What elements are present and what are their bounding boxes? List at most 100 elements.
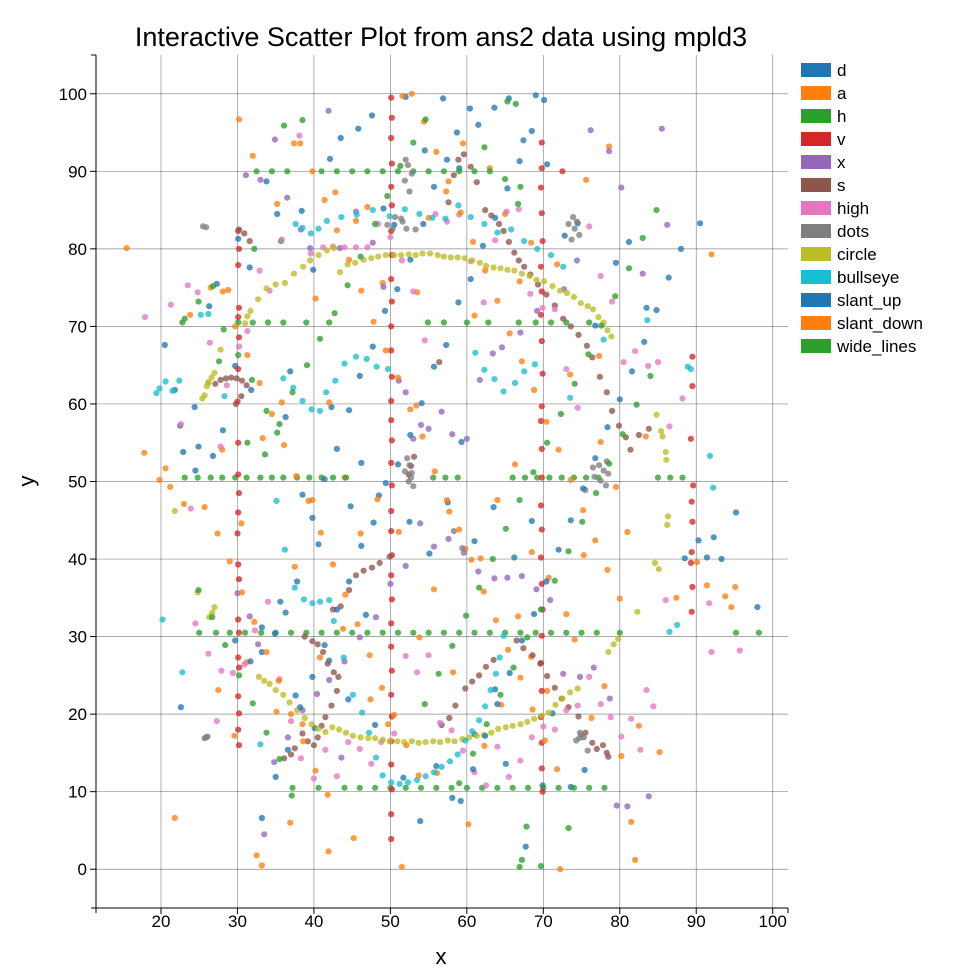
y-tick-label: 90	[68, 162, 87, 181]
data-point	[219, 288, 226, 295]
data-point	[401, 206, 408, 213]
data-point	[414, 669, 421, 676]
data-point	[491, 376, 498, 383]
data-point	[386, 213, 393, 220]
data-point	[384, 193, 391, 200]
data-point	[364, 629, 371, 636]
data-point	[471, 629, 478, 636]
data-point	[486, 168, 493, 175]
data-point	[192, 467, 199, 474]
data-point	[208, 374, 215, 381]
data-point	[238, 589, 246, 596]
data-point	[573, 257, 581, 264]
data-point	[526, 272, 533, 280]
data-point	[463, 784, 470, 791]
data-point	[505, 646, 512, 653]
data-point	[502, 760, 509, 767]
data-point	[592, 455, 599, 462]
data-point	[528, 517, 535, 525]
legend-label: circle	[837, 245, 877, 264]
legend-label: slant_up	[837, 291, 901, 310]
data-point	[443, 341, 450, 349]
data-point	[524, 784, 532, 791]
data-point	[333, 687, 340, 695]
data-point	[475, 568, 482, 575]
data-point	[284, 746, 291, 753]
data-point	[615, 635, 622, 643]
data-point	[494, 701, 501, 708]
data-point	[615, 422, 623, 429]
data-point	[606, 695, 613, 702]
data-point	[605, 470, 612, 477]
data-point	[329, 474, 337, 481]
data-point	[194, 474, 201, 481]
data-point	[313, 690, 321, 698]
data-point	[688, 549, 695, 556]
data-point	[187, 505, 194, 512]
data-point	[607, 714, 614, 721]
data-point	[438, 763, 445, 771]
data-point	[538, 403, 545, 410]
data-point	[534, 307, 541, 314]
legend-swatch	[801, 316, 831, 330]
data-point	[349, 629, 356, 636]
data-point	[312, 767, 319, 774]
data-point	[681, 555, 688, 562]
data-point	[374, 496, 381, 503]
data-point	[565, 220, 572, 228]
data-point	[300, 263, 307, 270]
data-point	[430, 474, 437, 481]
data-point	[639, 234, 646, 242]
data-point	[531, 611, 538, 618]
series-wide-lines	[181, 98, 660, 832]
data-point	[369, 207, 376, 214]
data-point	[650, 703, 657, 710]
data-point	[263, 285, 270, 292]
data-point	[234, 530, 241, 537]
data-point	[274, 429, 281, 436]
legend-swatch	[801, 270, 831, 284]
data-point	[482, 663, 490, 670]
data-point	[391, 252, 398, 259]
data-point	[593, 745, 600, 753]
data-point	[599, 742, 607, 749]
data-point	[440, 168, 447, 175]
data-point	[557, 410, 565, 418]
data-point	[580, 552, 587, 559]
data-point	[511, 554, 518, 561]
legend-swatch	[801, 155, 831, 169]
data-point	[505, 238, 512, 245]
data-point	[387, 580, 394, 588]
grid	[96, 55, 788, 908]
data-point	[235, 576, 243, 583]
data-point	[437, 739, 444, 746]
data-point	[388, 202, 395, 209]
data-point	[257, 474, 264, 481]
data-point	[597, 701, 604, 708]
data-point	[654, 359, 662, 366]
data-point	[606, 143, 613, 150]
data-point	[309, 600, 316, 607]
data-point	[235, 352, 242, 359]
data-point	[445, 178, 452, 185]
data-point	[567, 476, 574, 483]
data-point	[667, 474, 674, 481]
data-point	[365, 735, 372, 742]
data-point	[244, 439, 251, 446]
data-point	[212, 380, 219, 387]
data-point	[256, 267, 263, 274]
series-a	[123, 93, 739, 873]
data-point	[388, 94, 395, 101]
data-point	[695, 537, 702, 544]
data-point	[323, 389, 330, 396]
data-point	[736, 647, 743, 654]
data-point	[677, 245, 685, 252]
data-point	[209, 452, 217, 459]
data-point	[586, 673, 593, 681]
data-point	[489, 350, 496, 357]
data-point	[693, 559, 701, 566]
data-point	[272, 687, 279, 694]
data-point	[366, 652, 373, 659]
data-point	[659, 433, 666, 440]
data-point	[246, 613, 253, 620]
